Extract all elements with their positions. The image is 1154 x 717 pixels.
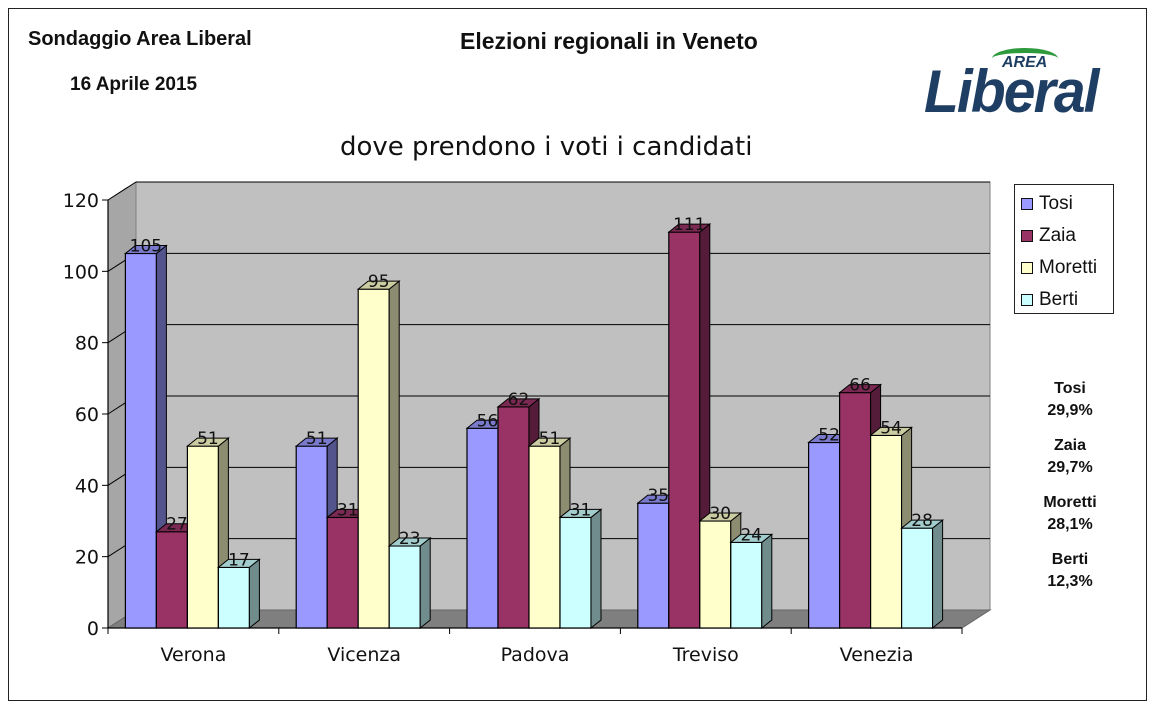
- bar-front: [156, 532, 187, 628]
- total-name: Berti: [1020, 549, 1120, 571]
- bar-value-label: 54: [880, 418, 902, 438]
- legend-item-berti: Berti: [1015, 284, 1113, 316]
- bar-value-label: 17: [228, 550, 250, 570]
- legend-label: Tosi: [1039, 193, 1073, 215]
- total-item-zaia: Zaia 29,7%: [1020, 435, 1120, 479]
- legend-label: Zaia: [1039, 225, 1076, 247]
- bar-front: [125, 254, 156, 629]
- bar-front: [327, 517, 358, 628]
- bar-value-label: 52: [818, 426, 840, 446]
- bar-value-label: 105: [130, 237, 162, 257]
- bar-front: [809, 443, 840, 628]
- total-item-moretti: Moretti 28,1%: [1020, 492, 1120, 536]
- bar-value-label: 62: [508, 390, 530, 410]
- bar-value-label: 95: [368, 272, 390, 292]
- y-tick-label: 120: [63, 190, 99, 212]
- bar-front: [560, 517, 591, 628]
- x-tick-label: Treviso: [672, 644, 739, 666]
- bar-berti: 24: [731, 525, 772, 628]
- bar-value-label: 27: [166, 515, 188, 535]
- bar-front: [638, 503, 669, 628]
- bar-value-label: 35: [647, 486, 669, 506]
- bar-front: [871, 435, 902, 628]
- bar-front: [296, 446, 327, 628]
- y-tick-label: 20: [75, 547, 99, 569]
- legend-swatch: [1021, 262, 1033, 274]
- total-item-berti: Berti 12,3%: [1020, 549, 1120, 593]
- bar-value-label: 56: [477, 411, 499, 431]
- y-tick-label: 100: [63, 261, 99, 283]
- chart-legend: Tosi Zaia Moretti Berti: [1014, 184, 1114, 314]
- bar-side: [420, 538, 430, 628]
- bar-value-label: 31: [570, 500, 592, 520]
- bar-value-label: 23: [399, 529, 421, 549]
- bar-front: [187, 446, 218, 628]
- total-name: Moretti: [1020, 492, 1120, 514]
- bar-front: [467, 428, 498, 628]
- total-item-tosi: Tosi 29,9%: [1020, 378, 1120, 422]
- bar-berti: 17: [218, 550, 259, 628]
- legend-swatch: [1021, 294, 1033, 306]
- bar-front: [700, 521, 731, 628]
- legend-swatch: [1021, 230, 1033, 242]
- total-value: 12,3%: [1020, 571, 1120, 593]
- legend-item-zaia: Zaia: [1015, 220, 1113, 252]
- bar-value-label: 51: [197, 429, 219, 449]
- bar-side: [249, 559, 259, 628]
- x-tick-label: Venezia: [840, 644, 914, 666]
- bar-side: [762, 534, 772, 628]
- x-tick-label: Padova: [501, 644, 570, 666]
- bar-berti: 28: [902, 511, 943, 628]
- bar-value-label: 30: [709, 504, 731, 524]
- y-tick-label: 60: [75, 404, 99, 426]
- total-name: Zaia: [1020, 435, 1120, 457]
- total-value: 29,7%: [1020, 457, 1120, 479]
- y-tick-label: 0: [87, 618, 99, 640]
- bar-front: [731, 542, 762, 628]
- bar-value-label: 31: [337, 500, 359, 520]
- bar-side: [591, 509, 601, 628]
- total-name: Tosi: [1020, 378, 1120, 400]
- bar-value-label: 66: [849, 376, 871, 396]
- bar-front: [218, 567, 249, 628]
- bar-berti: 23: [389, 529, 430, 628]
- bar-front: [498, 407, 529, 628]
- bar-front: [902, 528, 933, 628]
- legend-item-moretti: Moretti: [1015, 252, 1113, 284]
- bar-front: [358, 289, 389, 628]
- totals-panel: Tosi 29,9% Zaia 29,7% Moretti 28,1% Bert…: [1020, 378, 1120, 606]
- bar-front: [529, 446, 560, 628]
- bar-front: [389, 546, 420, 628]
- legend-swatch: [1021, 198, 1033, 210]
- bar-value-label: 51: [539, 429, 561, 449]
- bar-berti: 31: [560, 500, 601, 628]
- bar-value-label: 28: [911, 511, 933, 531]
- total-value: 28,1%: [1020, 514, 1120, 536]
- legend-item-tosi: Tosi: [1015, 188, 1113, 220]
- y-tick-label: 40: [75, 475, 99, 497]
- y-tick-label: 80: [75, 333, 99, 355]
- x-tick-label: Vicenza: [327, 644, 401, 666]
- bar-front: [840, 393, 871, 628]
- legend-label: Moretti: [1039, 257, 1097, 279]
- bar-value-label: 111: [673, 215, 705, 235]
- total-value: 29,9%: [1020, 400, 1120, 422]
- bar-value-label: 51: [306, 429, 328, 449]
- bar-value-label: 24: [740, 525, 762, 545]
- bar-front: [669, 232, 700, 628]
- legend-label: Berti: [1039, 289, 1078, 311]
- bar-side: [933, 520, 943, 628]
- x-tick-label: Verona: [160, 644, 226, 666]
